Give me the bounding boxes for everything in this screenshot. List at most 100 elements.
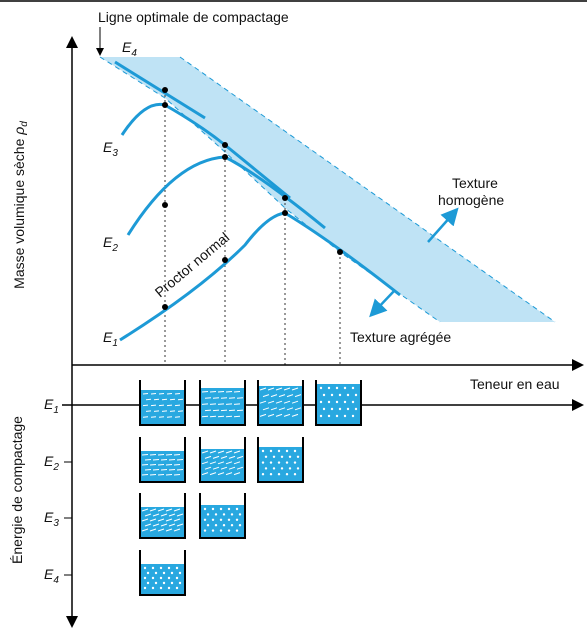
energy-level-label: E2 [44,453,59,473]
flake [152,523,160,527]
flake [233,415,241,418]
flake [225,403,233,405]
annotation-arrow [369,289,396,318]
pore [143,566,147,570]
pore [211,507,215,511]
flake [174,404,181,407]
optimum-band [100,57,555,322]
pore [143,586,147,590]
flake [166,404,173,407]
pore [230,524,234,527]
flake [145,398,152,401]
pore [206,524,210,527]
flake [173,508,181,512]
index: 1 [53,405,59,416]
flake [267,413,275,417]
pore [277,449,281,453]
pore [296,455,300,458]
flake [157,454,165,456]
flake [174,393,181,395]
pore [151,566,155,570]
container [199,380,246,426]
curve-label: E1 [103,329,118,349]
container [139,380,186,426]
flake [275,400,283,404]
flake [173,464,181,466]
flake [201,415,209,418]
flake [201,403,209,405]
flake [291,413,299,417]
pore [319,386,323,390]
flake [225,472,233,476]
container [199,493,246,539]
flake [157,474,165,476]
flake [149,454,157,456]
pore [330,393,334,397]
symbol: E [44,396,54,412]
pore [319,414,323,418]
pore [280,467,284,470]
flake [225,450,233,454]
symbol: E [44,509,54,525]
pore [327,400,331,404]
pore [261,449,265,453]
flake [270,394,278,398]
flake [225,461,233,465]
flake [142,393,149,395]
flake [157,528,165,532]
flake [275,413,283,417]
flake [212,397,220,399]
pore [319,400,323,404]
annotation: Texture agrégée [350,329,451,345]
pore [203,518,207,521]
flake [152,469,160,471]
flake [236,397,244,399]
pore [154,571,158,575]
flake [141,518,149,522]
flake [225,415,233,418]
pore [285,449,289,453]
flake [228,455,236,459]
pore [335,414,339,418]
pore [285,473,289,476]
container [139,437,186,483]
pore [162,581,166,585]
flake [176,469,184,471]
flake [166,416,173,418]
flake [168,469,176,471]
flake [270,407,278,411]
flake [161,410,168,412]
flake [259,387,267,391]
flake [150,393,157,395]
pore [175,586,179,590]
flake [149,464,157,466]
flake [153,398,160,401]
flake [201,472,209,476]
flake [141,508,149,512]
energy-axis-label: Énergie de compactage [9,416,25,564]
pore [219,518,223,521]
flake [149,528,157,532]
pore [277,473,281,476]
flake [157,464,165,466]
flake [228,409,236,412]
flake [212,455,220,459]
flake [259,400,267,404]
pore [227,529,231,532]
flake [204,397,212,399]
flake [141,474,149,476]
pore [235,529,239,532]
pore [159,566,163,570]
pore [288,455,292,458]
pore [327,386,331,390]
flake [144,513,152,517]
symbol: E [44,453,54,469]
flake [217,461,225,465]
flake [217,415,225,418]
index: 2 [52,462,59,473]
pore [219,507,223,511]
pore [214,513,218,516]
pore [261,461,265,464]
pore [346,407,350,411]
